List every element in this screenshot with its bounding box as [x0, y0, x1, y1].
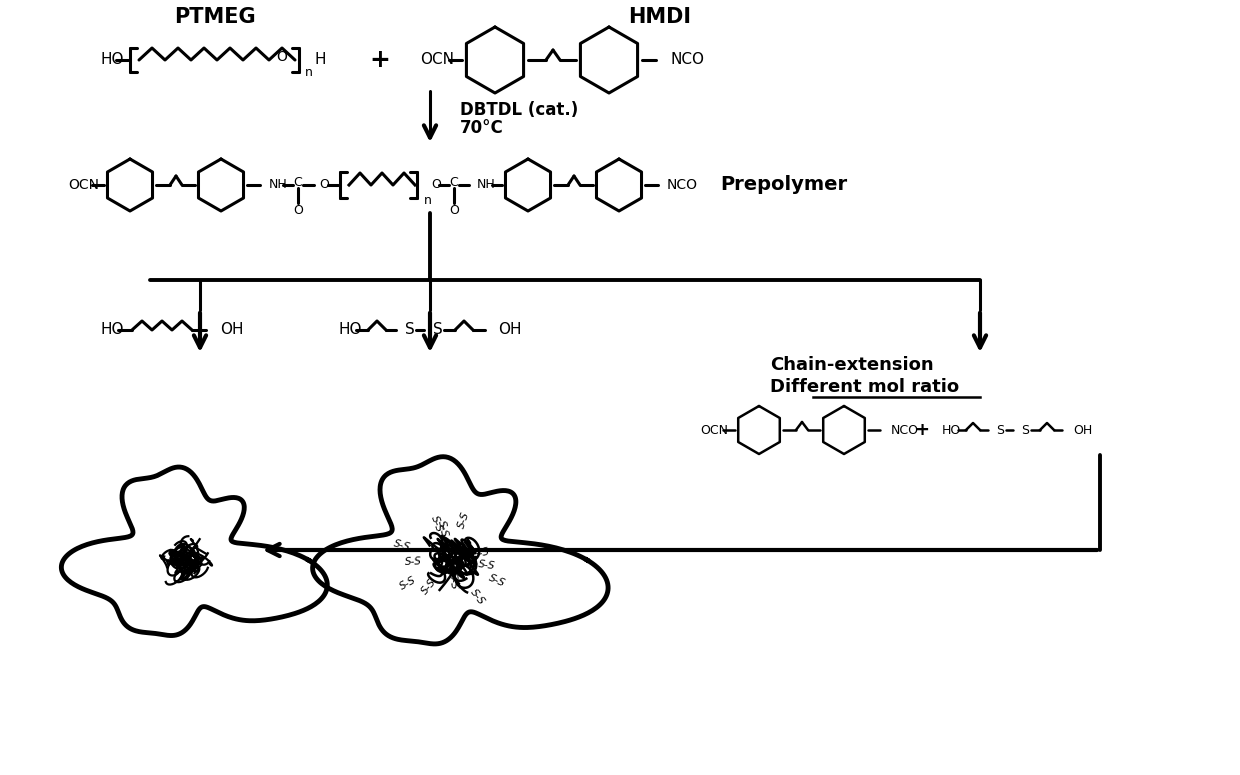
- Text: S: S: [1021, 423, 1029, 436]
- Text: Prepolymer: Prepolymer: [720, 175, 847, 195]
- Text: 70°C: 70°C: [460, 119, 503, 137]
- Text: NCO: NCO: [667, 178, 698, 192]
- Text: PTMEG: PTMEG: [174, 7, 255, 27]
- Text: S-S: S-S: [472, 546, 491, 560]
- Text: OCN: OCN: [68, 178, 99, 192]
- Text: S-S: S-S: [398, 575, 418, 591]
- Text: +: +: [370, 48, 391, 72]
- Text: S-S: S-S: [429, 515, 444, 534]
- Text: OCN: OCN: [420, 53, 454, 67]
- Text: S-S: S-S: [419, 577, 438, 596]
- Text: NCO: NCO: [892, 423, 919, 436]
- Text: +: +: [915, 421, 930, 439]
- Text: S: S: [405, 322, 414, 337]
- Text: C: C: [450, 175, 459, 188]
- Text: Different mol ratio: Different mol ratio: [770, 378, 959, 396]
- Text: S: S: [433, 322, 443, 337]
- Text: HO: HO: [100, 53, 124, 67]
- Text: S-S: S-S: [477, 559, 496, 571]
- Text: S-S: S-S: [469, 587, 487, 607]
- Text: O: O: [319, 178, 329, 191]
- Text: NH: NH: [269, 178, 288, 191]
- Text: S-S: S-S: [404, 556, 422, 567]
- Text: HO: HO: [100, 322, 124, 337]
- Text: O: O: [293, 204, 303, 216]
- Text: n: n: [424, 194, 432, 206]
- Text: OCN: OCN: [701, 423, 728, 436]
- Text: OH: OH: [219, 322, 243, 337]
- Text: O: O: [277, 50, 288, 64]
- Text: OH: OH: [1073, 423, 1092, 436]
- Text: O: O: [432, 178, 441, 191]
- Text: S: S: [996, 423, 1004, 436]
- Text: DBTDL (cat.): DBTDL (cat.): [460, 101, 578, 119]
- Text: O: O: [449, 204, 459, 216]
- Text: NCO: NCO: [670, 53, 704, 67]
- Text: S-S: S-S: [392, 539, 412, 553]
- Text: HO: HO: [942, 423, 961, 436]
- Text: C: C: [294, 175, 303, 188]
- Text: S-S: S-S: [446, 572, 459, 591]
- Text: NH: NH: [477, 178, 496, 191]
- Text: OH: OH: [498, 322, 522, 337]
- Text: HMDI: HMDI: [629, 7, 692, 27]
- Text: S-S: S-S: [487, 573, 507, 589]
- Text: S-S: S-S: [456, 511, 471, 530]
- Text: n: n: [305, 67, 312, 80]
- Text: Chain-extension: Chain-extension: [770, 356, 934, 374]
- Text: HO: HO: [339, 322, 362, 337]
- Text: H: H: [314, 53, 325, 67]
- Text: S-S: S-S: [436, 520, 450, 539]
